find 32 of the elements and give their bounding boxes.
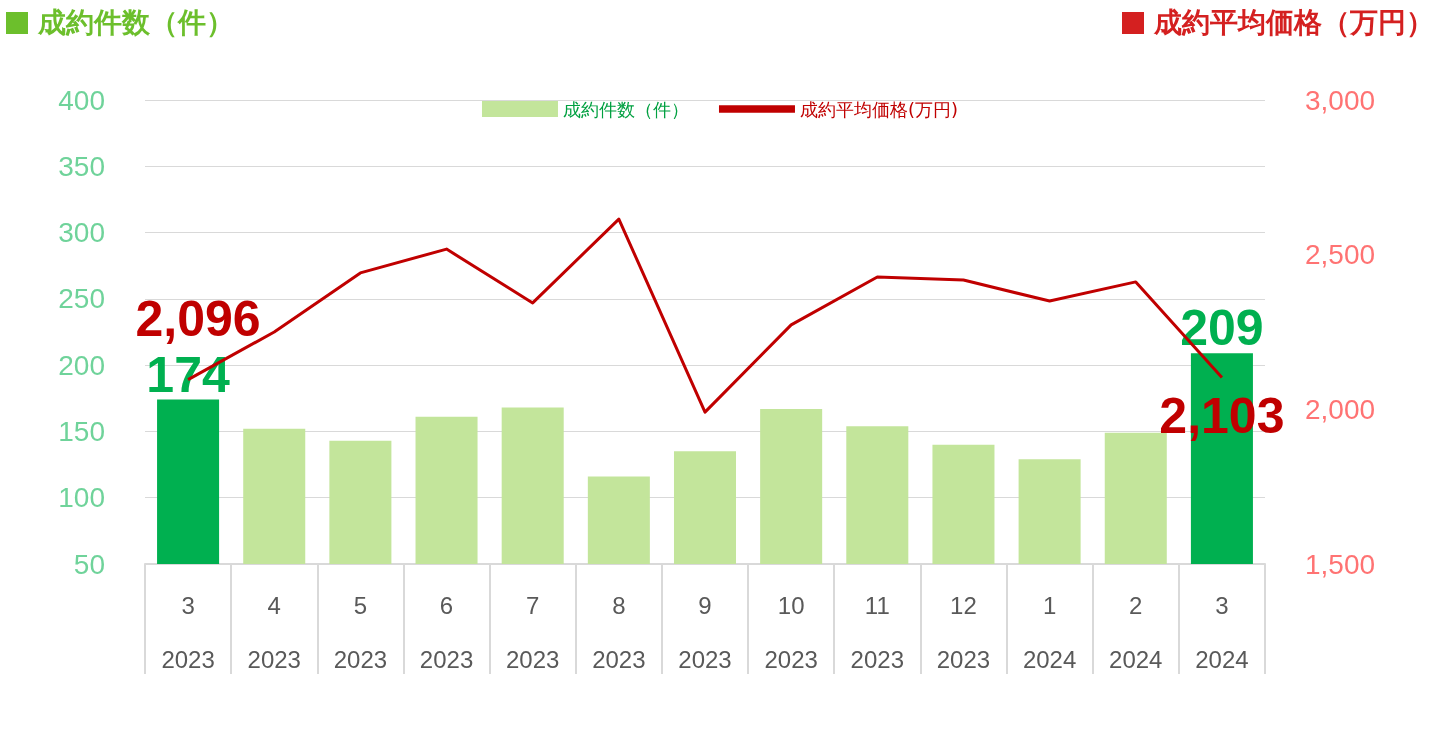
y-tick-label: 150 xyxy=(58,415,105,447)
y2-tick-label: 1,500 xyxy=(1305,548,1376,580)
x-tick-label: 12 2023 xyxy=(936,591,991,673)
x-tick-label: 11 2023 xyxy=(850,591,904,673)
data-label: 174 xyxy=(146,346,230,403)
x-tick-label: 6 2023 xyxy=(419,591,474,673)
y-tick-label: 250 xyxy=(58,283,105,315)
y-tick-label: 200 xyxy=(58,349,105,381)
y-tick-label: 350 xyxy=(58,150,105,182)
y-tick-label: 400 xyxy=(58,84,105,116)
y-tick-label: 300 xyxy=(58,217,105,249)
data-label: 209 xyxy=(1180,300,1264,357)
legend-label: 成約平均価格(万円) xyxy=(799,98,959,120)
x-tick-label: 1 2024 xyxy=(1022,591,1077,673)
x-tick-label: 10 2023 xyxy=(764,591,818,673)
x-tick-label: 3 2024 xyxy=(1195,591,1249,673)
y2-tick-label: 2,000 xyxy=(1305,393,1376,425)
data-label: 2,096 xyxy=(135,290,261,347)
x-tick-label: 3 2023 xyxy=(161,591,215,673)
x-tick-label: 7 2023 xyxy=(506,591,560,673)
x-tick-label: 9 2023 xyxy=(678,591,732,673)
x-tick-label: 2 2024 xyxy=(1109,591,1163,673)
x-tick-label: 4 2023 xyxy=(247,591,301,673)
y2-axis-title: 成約平均価格（万円） xyxy=(1154,5,1434,41)
x-tick-label: 5 2023 xyxy=(333,591,388,673)
y-axis-title: 成約件数（件） xyxy=(38,5,234,41)
y-tick-label: 100 xyxy=(58,482,105,514)
y2-tick-label: 2,500 xyxy=(1305,239,1376,271)
y2-tick-label: 3,000 xyxy=(1305,84,1376,116)
y-tick-label: 50 xyxy=(73,548,105,580)
x-tick-label: 8 2023 xyxy=(592,591,646,673)
legend-label: 成約件数（件） xyxy=(562,98,689,120)
